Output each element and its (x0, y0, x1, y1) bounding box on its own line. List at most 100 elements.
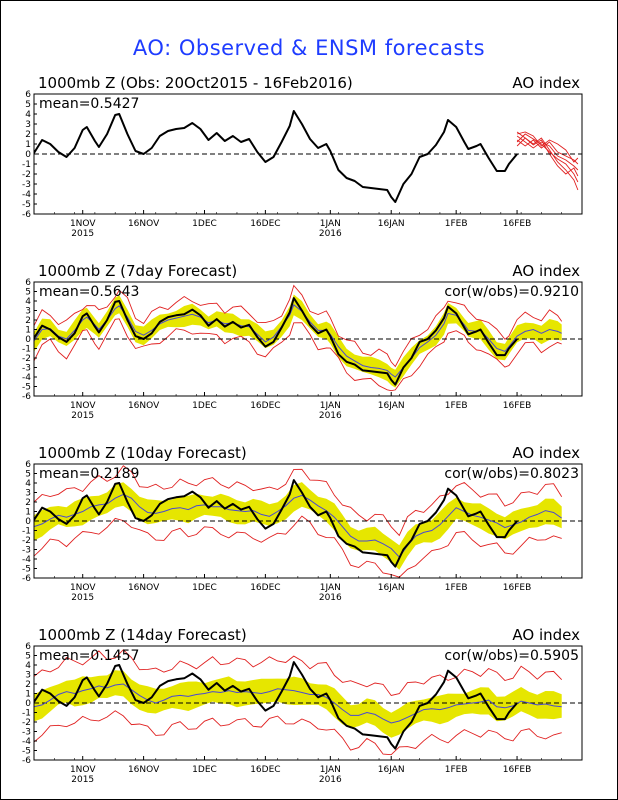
x-tick-label: 1DEC (192, 765, 217, 775)
y-tick-label: -4 (22, 373, 31, 383)
x-tick-label: 16NOV (128, 219, 160, 229)
member-envelope-lower (34, 515, 562, 578)
y-tick-label: 3 (25, 489, 31, 499)
y-tick-label: 1 (25, 690, 31, 700)
y-tick-label: 1 (25, 508, 31, 518)
y-tick-label: 4 (25, 297, 31, 307)
x-tick-label: 1DEC (192, 401, 217, 411)
y-tick-label: 6 (25, 90, 31, 100)
y-tick-label: -2 (22, 354, 31, 364)
observed-line (34, 297, 518, 386)
spread-band (34, 482, 562, 570)
y-tick-label: 5 (25, 652, 31, 662)
y-tick-label: -3 (22, 180, 31, 190)
y-tick-label: -4 (22, 555, 31, 565)
x-tick-label: 16DEC (250, 219, 280, 229)
x-tick-label: 16NOV (128, 401, 160, 411)
y-tick-label: 6 (25, 460, 31, 470)
y-tick-label: 2 (25, 680, 31, 690)
y-tick-label: -1 (22, 345, 31, 355)
x-tick-label: 1NOV (70, 401, 96, 411)
x-tick-label: 16JAN (378, 401, 405, 411)
x-tick-label: 1DEC (192, 583, 217, 593)
y-tick-label: -6 (22, 392, 31, 402)
y-tick-label: 5 (25, 288, 31, 298)
main-title: AO: Observed & ENSM forecasts (132, 36, 486, 60)
x-tick-label: 16DEC (250, 401, 280, 411)
y-tick-label: -6 (22, 210, 31, 220)
observed-line (34, 110, 518, 203)
x-tick-year: 2015 (71, 593, 94, 603)
x-tick-year: 2016 (319, 775, 342, 785)
x-tick-label: 1DEC (192, 219, 217, 229)
y-tick-label: 4 (25, 479, 31, 489)
chart-panel-0: 1000mb Z (Obs: 20Oct2015 - 16Feb2016) AO … (22, 74, 583, 239)
plot-area (34, 110, 582, 203)
x-tick-label: 1NOV (70, 765, 96, 775)
x-tick-label: 16JAN (378, 765, 405, 775)
y-tick-label: -5 (22, 747, 31, 757)
correlation-label: cor(w/obs)=0.9210 (444, 284, 579, 300)
x-tick-label: 1JAN (320, 765, 341, 775)
member-line-2 (516, 131, 579, 191)
x-tick-label: 1NOV (70, 583, 96, 593)
x-tick-label: 1FEB (445, 401, 468, 411)
y-tick-label: 5 (25, 100, 31, 110)
correlation-label: cor(w/obs)=0.8023 (444, 466, 579, 482)
x-tick-label: 16JAN (378, 583, 405, 593)
y-tick-label: -5 (22, 383, 31, 393)
y-tick-label: 2 (25, 498, 31, 508)
x-tick-label: 1FEB (445, 583, 468, 593)
y-tick-label: 0 (25, 150, 31, 160)
y-tick-label: 6 (25, 278, 31, 288)
member-line-0 (516, 133, 579, 183)
y-tick-label: -3 (22, 364, 31, 374)
chart-panel-2: 1000mb Z (10day Forecast) AO index-6-5-4-… (22, 444, 583, 603)
x-tick-label: 16JAN (378, 219, 405, 229)
x-tick-label: 16FEB (503, 401, 532, 411)
y-tick-label: -1 (22, 709, 31, 719)
x-tick-label: 16DEC (250, 583, 280, 593)
x-tick-label: 16FEB (503, 219, 532, 229)
y-tick-label: -4 (22, 737, 31, 747)
x-tick-label: 1JAN (320, 583, 341, 593)
mean-label: mean=0.5643 (39, 284, 139, 300)
y-tick-label: 1 (25, 140, 31, 150)
x-tick-label: 16FEB (503, 583, 532, 593)
x-tick-year: 2015 (71, 775, 94, 785)
y-tick-label: 4 (25, 661, 31, 671)
y-tick-label: -3 (22, 546, 31, 556)
y-tick-label: 3 (25, 120, 31, 130)
index-label: AO index (512, 262, 580, 280)
y-tick-label: -2 (22, 170, 31, 180)
y-tick-label: 4 (25, 110, 31, 120)
mean-label: mean=0.5427 (39, 96, 139, 112)
observed-line (34, 661, 518, 750)
member-envelope-lower (34, 318, 562, 392)
plot-area (34, 649, 582, 756)
mean-label: mean=0.1457 (39, 648, 139, 664)
chart-panel-1: 1000mb Z (7day Forecast) AO index -6-5-4-3… (22, 262, 583, 421)
y-tick-label: 0 (25, 335, 31, 345)
member-envelope-upper (34, 465, 563, 537)
member-line-3 (516, 139, 579, 165)
y-tick-label: -1 (22, 160, 31, 170)
x-tick-label: 16NOV (128, 765, 160, 775)
y-tick-label: -6 (22, 574, 31, 584)
x-tick-label: 1JAN (320, 219, 341, 229)
x-tick-year: 2016 (319, 411, 342, 421)
panel-title: 1000mb Z (14day Forecast) (38, 626, 247, 644)
y-tick-label: 2 (25, 316, 31, 326)
x-tick-year: 2016 (319, 593, 342, 603)
ensemble-mean-line (34, 683, 562, 724)
y-tick-label: 3 (25, 671, 31, 681)
plot-area (34, 284, 582, 392)
spread-band (34, 670, 562, 738)
member-envelope-upper (34, 284, 563, 368)
chart-panel-3: 1000mb Z (14day Forecast) AO index-6-5-4-… (22, 626, 583, 785)
panel-title: 1000mb Z (7day Forecast) (38, 262, 237, 280)
y-tick-label: -5 (22, 565, 31, 575)
y-tick-label: -2 (22, 718, 31, 728)
member-line-5 (516, 131, 579, 163)
